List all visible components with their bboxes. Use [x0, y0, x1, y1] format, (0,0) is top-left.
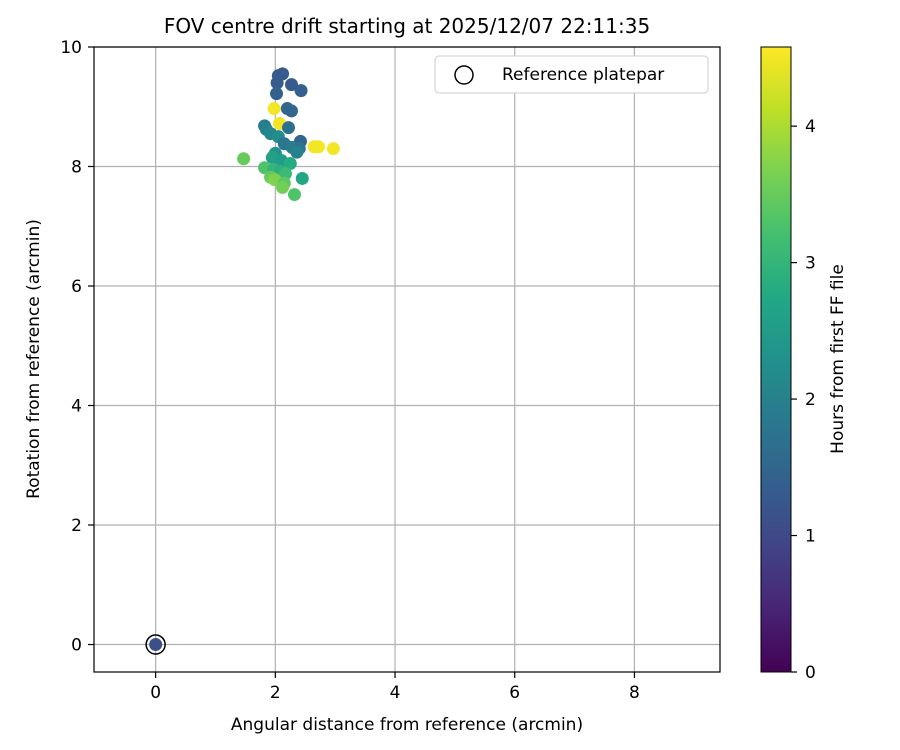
colorbar-label: Hours from first FF file: [828, 264, 848, 454]
data-point: [237, 152, 251, 166]
colorbar-tick-label: 0: [805, 663, 816, 683]
grid: [94, 46, 720, 672]
x-tick-label: 0: [150, 683, 161, 703]
data-point: [294, 84, 308, 98]
colorbar: [760, 46, 792, 673]
y-tick-label: 8: [71, 158, 82, 178]
colorbar-tick-label: 4: [805, 117, 816, 137]
data-points: [145, 67, 340, 655]
data-point: [311, 140, 325, 154]
colorbar-tick-label: 3: [805, 254, 816, 274]
axis-ticks: 0 2 4 6 8 0 2 4 6 8 10: [60, 38, 639, 703]
data-point: [295, 171, 309, 185]
y-tick-label: 6: [71, 277, 82, 297]
data-point: [282, 121, 296, 135]
x-axis-label: Angular distance from reference (arcmin): [231, 715, 583, 735]
data-point: [326, 142, 340, 156]
data-point: [267, 102, 281, 116]
x-tick-label: 2: [270, 683, 281, 703]
colorbar-tick-label: 2: [805, 390, 816, 410]
y-tick-label: 10: [60, 38, 82, 58]
y-tick-label: 4: [71, 397, 82, 417]
reference-point-marker: [145, 634, 166, 655]
y-tick-label: 0: [71, 636, 82, 656]
x-tick-label: 6: [509, 683, 520, 703]
colorbar-ticks: 0 1 2 3 4: [791, 117, 816, 683]
data-point: [276, 180, 290, 194]
y-tick-label: 2: [71, 516, 82, 536]
x-tick-label: 8: [629, 683, 640, 703]
data-point: [283, 157, 297, 171]
data-point: [284, 78, 298, 92]
plot-frame: [93, 46, 721, 673]
reference-point-fill: [149, 638, 163, 652]
legend-label: Reference platepar: [502, 65, 664, 85]
chart-title: FOV centre drift starting at 2025/12/07 …: [164, 14, 650, 38]
legend[interactable]: Reference platepar: [434, 55, 709, 94]
data-point: [270, 76, 284, 90]
data-point: [287, 188, 301, 202]
y-axis-label: Rotation from reference (arcmin): [24, 219, 44, 499]
legend-marker: [454, 65, 474, 85]
data-point: [279, 167, 293, 181]
data-point: [284, 104, 298, 118]
x-tick-label: 4: [390, 683, 401, 703]
legend-box: [434, 55, 709, 94]
data-point: [270, 87, 284, 101]
data-point: [290, 145, 304, 159]
colorbar-tick-label: 1: [805, 527, 816, 547]
